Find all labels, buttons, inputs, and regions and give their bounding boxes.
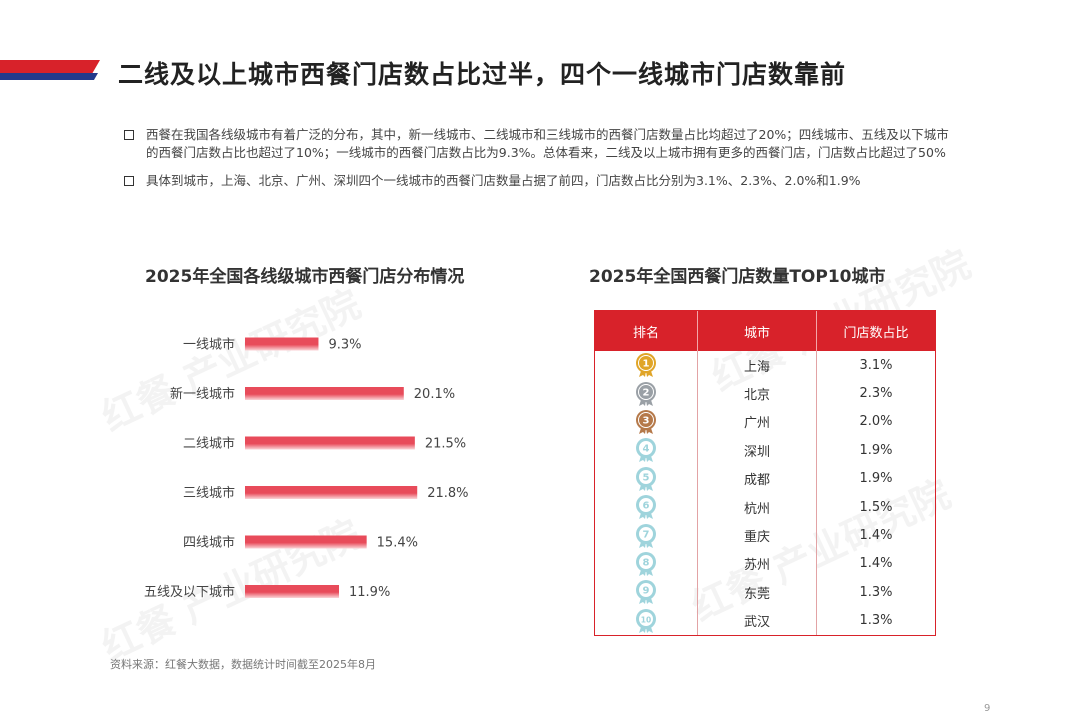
title-banner-red bbox=[0, 60, 101, 73]
data-label: 20.1% bbox=[414, 387, 455, 402]
table-row: 2 北京 2.3% bbox=[595, 379, 935, 408]
category-label: 四线城市 bbox=[183, 535, 235, 551]
svg-text:10: 10 bbox=[641, 615, 651, 624]
medal-icon: 8 bbox=[633, 551, 659, 577]
table-row: 8 苏州 1.4% bbox=[595, 549, 935, 579]
table-row: 4 深圳 1.9% bbox=[595, 436, 935, 465]
medal-icon: 4 bbox=[633, 437, 659, 463]
bar bbox=[245, 337, 319, 351]
page-number: 9 bbox=[984, 703, 991, 714]
top10-table: 排名 城市 门店数占比 1 上海 3.1% 2 北京 2.3% bbox=[594, 310, 936, 636]
table-title: 2025年全国西餐门店数量TOP10城市 bbox=[589, 267, 886, 287]
rank-cell: 1 bbox=[595, 351, 698, 380]
table-header-row: 排名 城市 门店数占比 bbox=[595, 311, 935, 351]
table-row: 5 成都 1.9% bbox=[595, 464, 935, 493]
rank-cell: 8 bbox=[595, 549, 698, 579]
medal-icon: 6 bbox=[633, 494, 659, 520]
rank-cell: 6 bbox=[595, 492, 698, 522]
svg-text:4: 4 bbox=[643, 444, 650, 455]
svg-text:3: 3 bbox=[643, 415, 650, 426]
rank-cell: 2 bbox=[595, 379, 698, 408]
city-cell: 苏州 bbox=[697, 549, 817, 579]
column-header-rank: 排名 bbox=[595, 311, 698, 351]
city-cell: 深圳 bbox=[697, 436, 817, 465]
share-cell: 1.3% bbox=[859, 613, 893, 629]
bar-chart: 一线城市 9.3% 新一线城市 20.1% 二线城市 21.5% 三线城市 21.8% 四线城市… bbox=[144, 337, 469, 601]
city-cell: 广州 bbox=[697, 407, 817, 437]
table-row: 3 广州 2.0% bbox=[595, 407, 935, 437]
table-row: 6 杭州 1.5% bbox=[595, 492, 935, 522]
city-cell: 东莞 bbox=[697, 578, 817, 607]
city-cell: 重庆 bbox=[697, 521, 817, 550]
square-bullet-icon bbox=[124, 130, 134, 140]
svg-text:8: 8 bbox=[643, 557, 650, 568]
column-header-share: 门店数占比 bbox=[816, 311, 935, 351]
bar bbox=[245, 387, 404, 400]
medal-icon: 9 bbox=[633, 579, 659, 605]
medal-icon: 2 bbox=[633, 381, 659, 407]
table-row: 7 重庆 1.4% bbox=[595, 521, 935, 550]
svg-text:9: 9 bbox=[643, 586, 650, 597]
svg-text:2: 2 bbox=[643, 387, 650, 398]
rank-cell: 9 bbox=[595, 578, 698, 607]
data-label: 11.9% bbox=[349, 585, 390, 600]
medal-icon: 3 bbox=[633, 409, 659, 435]
category-label: 新一线城市 bbox=[170, 386, 235, 402]
category-label: 五线及以下城市 bbox=[144, 584, 235, 600]
share-cell: 2.3% bbox=[859, 386, 893, 402]
share-cell: 1.3% bbox=[859, 584, 893, 600]
category-label: 二线城市 bbox=[183, 436, 235, 452]
city-cell: 上海 bbox=[697, 351, 817, 380]
source-note: 资料来源：红餐大数据，数据统计时间截至2025年8月 bbox=[110, 658, 376, 671]
bullet-item: 具体到城市，上海、北京、广州、深圳四个一线城市的西餐门店数量占据了前四，门店数占… bbox=[124, 172, 954, 190]
rank-cell: 7 bbox=[595, 521, 698, 550]
share-cell: 3.1% bbox=[859, 357, 893, 373]
city-cell: 北京 bbox=[697, 379, 817, 408]
data-label: 15.4% bbox=[377, 536, 418, 551]
share-cell: 1.4% bbox=[859, 528, 893, 544]
bullet-text: 西餐在我国各线级城市有着广泛的分布，其中，新一线城市、二线城市和三线城市的西餐门… bbox=[146, 127, 949, 160]
table-row: 10 武汉 1.3% bbox=[595, 606, 935, 635]
category-label: 三线城市 bbox=[183, 485, 235, 501]
share-cell: 2.0% bbox=[859, 414, 893, 430]
title-banner-blue bbox=[0, 73, 98, 80]
share-cell: 1.4% bbox=[859, 556, 893, 572]
data-label: 21.5% bbox=[425, 437, 466, 452]
svg-text:1: 1 bbox=[643, 359, 650, 370]
bullet-item: 西餐在我国各线级城市有着广泛的分布，其中，新一线城市、二线城市和三线城市的西餐门… bbox=[124, 126, 954, 162]
medal-icon: 7 bbox=[633, 523, 659, 549]
bar bbox=[245, 486, 418, 499]
bullet-text: 具体到城市，上海、北京、广州、深圳四个一线城市的西餐门店数量占据了前四，门店数占… bbox=[146, 173, 861, 188]
medal-icon: 5 bbox=[633, 466, 659, 492]
svg-text:6: 6 bbox=[643, 501, 650, 512]
bullet-list: 西餐在我国各线级城市有着广泛的分布，其中，新一线城市、二线城市和三线城市的西餐门… bbox=[124, 126, 954, 200]
bar bbox=[245, 436, 415, 450]
data-label: 21.8% bbox=[427, 486, 468, 501]
share-cell: 1.9% bbox=[859, 471, 893, 487]
rank-cell: 5 bbox=[595, 464, 698, 493]
data-label: 9.3% bbox=[328, 338, 361, 353]
city-cell: 杭州 bbox=[697, 492, 817, 522]
medal-icon: 1 bbox=[633, 352, 659, 378]
svg-text:7: 7 bbox=[643, 529, 650, 540]
category-label: 一线城市 bbox=[183, 337, 235, 353]
table-row: 1 上海 3.1% bbox=[595, 351, 935, 380]
square-bullet-icon bbox=[124, 176, 134, 186]
column-header-city: 城市 bbox=[697, 311, 817, 351]
page-title: 二线及以上城市西餐门店数占比过半，四个一线城市门店数靠前 bbox=[118, 60, 847, 89]
city-cell: 成都 bbox=[697, 464, 817, 493]
rank-cell: 10 bbox=[595, 606, 698, 635]
table-row: 9 东莞 1.3% bbox=[595, 578, 935, 607]
bar-chart-title: 2025年全国各线级城市西餐门店分布情况 bbox=[145, 267, 465, 287]
svg-text:5: 5 bbox=[643, 472, 650, 483]
share-cell: 1.9% bbox=[859, 442, 893, 458]
rank-cell: 3 bbox=[595, 407, 698, 437]
bar bbox=[245, 585, 340, 598]
share-cell: 1.5% bbox=[859, 499, 893, 515]
rank-cell: 4 bbox=[595, 436, 698, 465]
city-cell: 武汉 bbox=[697, 606, 817, 635]
medal-icon: 10 bbox=[633, 608, 659, 634]
bar bbox=[245, 535, 367, 549]
